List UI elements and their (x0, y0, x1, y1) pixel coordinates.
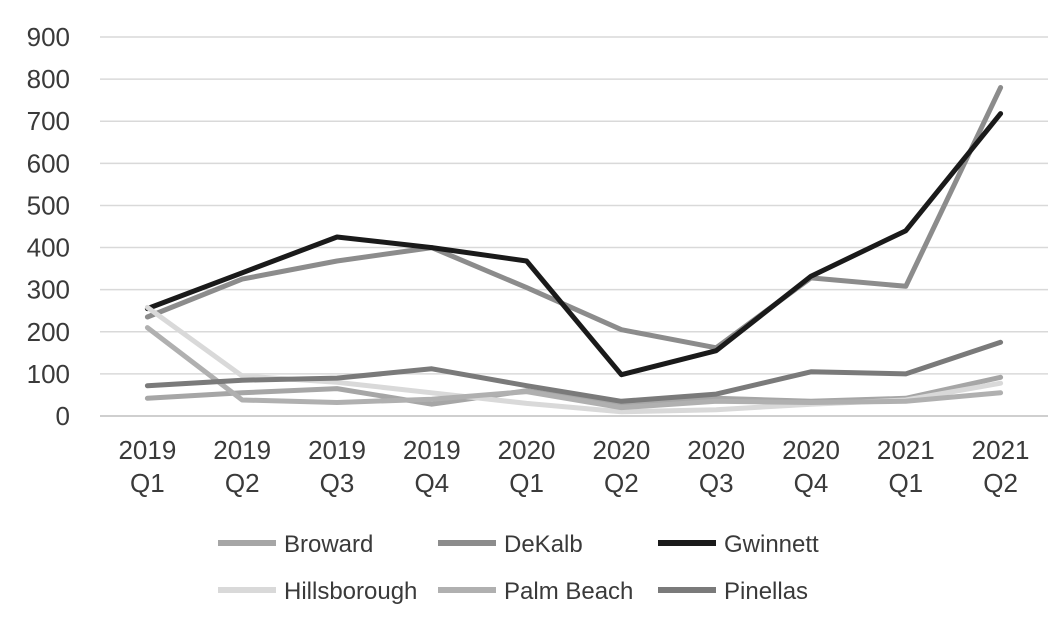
x-tick-label: Q2 (983, 468, 1018, 498)
y-tick-label: 900 (27, 22, 70, 52)
y-tick-label: 300 (27, 275, 70, 305)
x-tick-label: 2019 (118, 435, 176, 465)
y-axis-tick-labels: 0 100 200 300 400 500 600 700 800 900 (27, 22, 70, 431)
x-axis-tick-labels: 2019Q12019Q22019Q32019Q42020Q12020Q22020… (118, 435, 1029, 498)
x-tick-label: Q1 (509, 468, 544, 498)
y-tick-label: 800 (27, 64, 70, 94)
x-tick-label: Q2 (225, 468, 260, 498)
x-tick-label: 2021 (972, 435, 1030, 465)
legend-label-pinellas: Pinellas (724, 578, 808, 605)
x-tick-label: 2019 (308, 435, 366, 465)
legend-label-broward: Broward (284, 531, 373, 558)
x-tick-label: 2020 (782, 435, 840, 465)
series-line-dekalb (144, 85, 1004, 351)
legend-label-hillsborough: Hillsborough (284, 578, 417, 605)
y-tick-label: 0 (56, 401, 70, 431)
x-tick-label: Q1 (130, 468, 165, 498)
y-tick-label: 700 (27, 106, 70, 136)
x-tick-label: 2020 (498, 435, 556, 465)
x-tick-label: Q4 (794, 468, 829, 498)
series-line-gwinnett (144, 111, 1004, 378)
x-tick-label: Q2 (604, 468, 639, 498)
y-tick-label: 500 (27, 190, 70, 220)
x-tick-label: 2019 (403, 435, 461, 465)
legend: Broward DeKalb Gwinnett Hillsborough Palm Be… (218, 531, 819, 605)
legend-label-dekalb: DeKalb (504, 531, 583, 558)
y-tick-label: 600 (27, 148, 70, 178)
legend-label-gwinnett: Gwinnett (724, 531, 819, 558)
y-tick-label: 100 (27, 359, 70, 389)
gridlines (100, 36, 1048, 417)
legend-label-palm-beach: Palm Beach (504, 578, 633, 605)
series-line-pinellas (144, 339, 1004, 404)
x-tick-label: 2021 (877, 435, 935, 465)
x-tick-label: 2019 (213, 435, 271, 465)
series-lines (144, 85, 1004, 415)
x-tick-label: Q1 (888, 468, 923, 498)
x-tick-label: 2020 (592, 435, 650, 465)
series-line-palm-beach (144, 325, 1004, 411)
y-tick-label: 400 (27, 233, 70, 263)
y-tick-label: 200 (27, 317, 70, 347)
x-tick-label: Q3 (699, 468, 734, 498)
x-tick-label: Q4 (414, 468, 449, 498)
x-tick-label: 2020 (687, 435, 745, 465)
x-tick-label: Q3 (320, 468, 355, 498)
